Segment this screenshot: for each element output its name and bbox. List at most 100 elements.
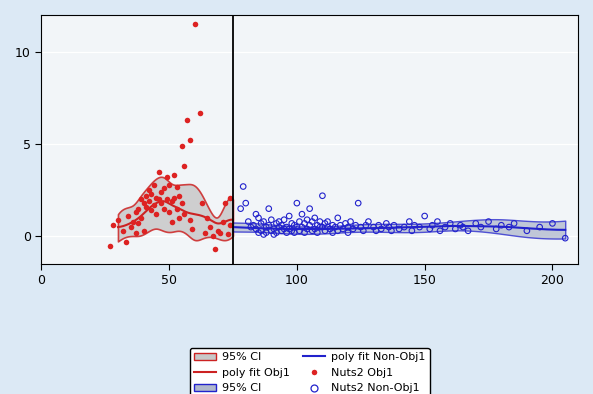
Point: [287, 228, 296, 234]
Point: [504, 224, 514, 230]
Point: [269, 231, 279, 238]
Point: [313, 229, 322, 236]
Point: [259, 218, 269, 225]
Point: [154, 196, 164, 203]
Point: [285, 213, 294, 219]
Point: [221, 200, 230, 206]
Point: [338, 226, 347, 232]
Point: [251, 211, 261, 217]
Point: [295, 228, 304, 234]
Point: [149, 202, 158, 208]
Point: [318, 193, 327, 199]
Point: [484, 218, 493, 225]
Point: [167, 218, 176, 225]
Point: [287, 220, 296, 227]
Point: [259, 231, 269, 238]
Point: [333, 215, 343, 221]
Point: [313, 222, 322, 229]
Point: [282, 224, 291, 230]
Point: [218, 218, 228, 225]
Point: [272, 220, 281, 227]
Point: [371, 228, 381, 234]
Point: [410, 222, 419, 229]
Point: [315, 218, 324, 225]
Point: [277, 222, 286, 229]
Point: [292, 200, 302, 206]
Point: [407, 228, 417, 234]
Point: [170, 172, 179, 178]
Point: [310, 226, 320, 232]
Point: [333, 228, 343, 234]
Point: [195, 110, 205, 116]
Point: [244, 218, 253, 225]
Point: [343, 224, 353, 230]
Point: [162, 196, 171, 203]
Point: [190, 21, 199, 27]
Point: [315, 224, 324, 230]
Point: [353, 200, 363, 206]
Point: [463, 228, 473, 234]
Point: [361, 222, 371, 229]
Point: [496, 222, 506, 229]
Point: [428, 222, 437, 229]
Point: [394, 226, 404, 232]
Point: [435, 228, 445, 234]
Point: [377, 226, 386, 232]
Point: [326, 226, 335, 232]
Point: [119, 228, 128, 234]
Point: [264, 206, 273, 212]
Point: [289, 229, 299, 236]
Point: [297, 211, 307, 217]
Point: [200, 229, 209, 236]
Point: [185, 137, 195, 143]
Point: [415, 224, 424, 230]
Point: [226, 194, 235, 201]
Point: [180, 211, 189, 217]
Point: [208, 233, 217, 240]
Point: [374, 222, 384, 229]
Point: [197, 200, 207, 206]
Point: [400, 224, 409, 230]
Point: [226, 222, 235, 229]
Point: [307, 218, 317, 225]
Point: [522, 228, 532, 234]
Point: [328, 222, 337, 229]
Point: [157, 189, 166, 195]
Point: [152, 211, 161, 217]
Point: [146, 207, 156, 214]
Point: [264, 222, 273, 229]
Point: [149, 182, 158, 188]
Point: [205, 224, 215, 230]
Point: [420, 213, 429, 219]
Point: [509, 220, 519, 227]
Point: [267, 228, 276, 234]
Point: [341, 220, 350, 227]
Point: [310, 215, 320, 221]
Point: [141, 193, 151, 199]
Point: [177, 200, 187, 206]
Point: [274, 224, 283, 230]
Point: [330, 224, 340, 230]
Point: [305, 206, 314, 212]
Legend: 95% CI, poly fit Obj1, 95% CI, poly fit Non-Obj1, Nuts2 Obj1, Nuts2 Non-Obj1: 95% CI, poly fit Obj1, 95% CI, poly fit …: [190, 348, 430, 394]
Point: [157, 200, 166, 206]
Point: [131, 209, 141, 216]
Point: [164, 182, 174, 188]
Point: [141, 204, 151, 210]
Point: [187, 226, 197, 232]
Point: [346, 218, 355, 225]
Point: [441, 224, 450, 230]
Point: [241, 200, 250, 206]
Point: [262, 229, 271, 236]
Point: [246, 224, 256, 230]
Point: [387, 228, 396, 234]
Point: [458, 224, 468, 230]
Point: [292, 224, 302, 230]
Point: [146, 191, 156, 197]
Point: [213, 228, 222, 234]
Point: [279, 217, 289, 223]
Point: [433, 218, 442, 225]
Point: [451, 226, 460, 232]
Point: [170, 194, 179, 201]
Point: [323, 218, 332, 225]
